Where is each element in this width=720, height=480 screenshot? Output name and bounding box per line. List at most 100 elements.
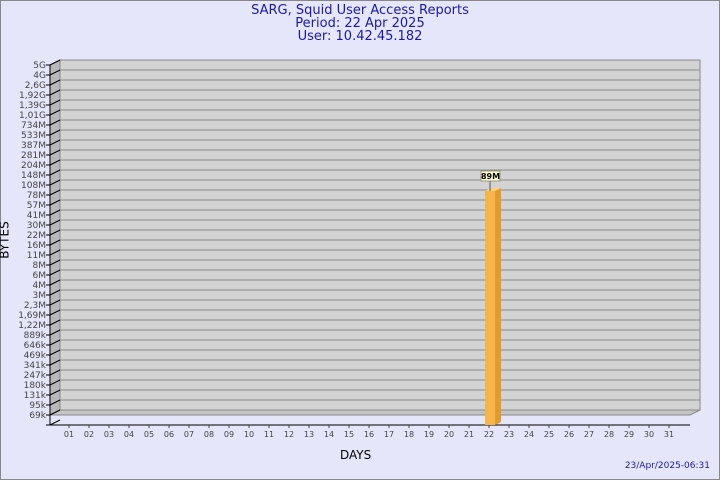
x-tick-label: 28 [604, 430, 614, 439]
y-tick-label: 889k [24, 331, 47, 341]
x-tick-label: 04 [124, 430, 134, 439]
y-tick-label: 180k [24, 381, 47, 391]
x-tick-label: 01 [64, 430, 74, 439]
y-tick-depth [49, 359, 61, 366]
y-tick-label: 2,6G [25, 81, 46, 91]
x-tick-label: 25 [544, 430, 554, 439]
y-tick-depth [49, 269, 61, 276]
y-tick-depth [49, 329, 61, 336]
x-tick-label: 06 [164, 430, 174, 439]
x-tick-label: 08 [204, 430, 214, 439]
y-tick-label: 247k [24, 371, 47, 381]
y-tick-depth [49, 289, 61, 296]
y-tick-label: 341k [24, 361, 47, 371]
y-tick-label: 469k [24, 351, 47, 361]
y-tick-depth [49, 409, 61, 416]
y-tick-label: 1,22M [18, 321, 46, 331]
axis-corner [49, 419, 61, 426]
y-tick-label: 57M [27, 201, 46, 211]
x-tick-label: 05 [144, 430, 154, 439]
x-tick-label: 14 [324, 430, 334, 439]
x-tick-label: 17 [384, 430, 394, 439]
y-tick-label: 148M [21, 171, 46, 181]
x-tick-label: 07 [184, 430, 194, 439]
y-tick-depth [49, 119, 61, 126]
y-tick-label: 8M [33, 261, 47, 271]
x-tick-label: 31 [664, 430, 674, 439]
y-tick-label: 2,3M [24, 301, 46, 311]
y-tick-depth [49, 249, 61, 256]
y-tick-label: 11M [27, 251, 46, 261]
y-tick-label: 4G [33, 71, 46, 81]
bar-front [485, 190, 495, 425]
y-tick-depth [49, 79, 61, 86]
x-tick-label: 13 [304, 430, 314, 439]
chart-user: User: 10.42.45.182 [297, 29, 423, 44]
chart-title: SARG, Squid User Access Reports [251, 3, 469, 18]
plot-back-wall [59, 59, 701, 411]
x-tick-label: 26 [564, 430, 574, 439]
x-tick-label: 12 [284, 430, 294, 439]
y-tick-depth [49, 169, 61, 176]
y-tick-label: 1,69M [18, 311, 46, 321]
y-tick-depth [49, 379, 61, 386]
x-tick-label: 03 [104, 430, 114, 439]
plot-floor [49, 409, 701, 416]
y-tick-label: 281M [21, 151, 46, 161]
y-tick-depth [49, 199, 61, 206]
y-tick-depth [49, 339, 61, 346]
generated-timestamp: 23/Apr/2025-06:31 [624, 461, 710, 471]
y-tick-depth [49, 149, 61, 156]
y-tick-label: 387M [21, 141, 46, 151]
y-tick-depth [49, 279, 61, 286]
bar-side [495, 187, 501, 425]
x-tick-label: 21 [464, 430, 474, 439]
y-tick-depth [49, 259, 61, 266]
plot-side-wall [49, 59, 61, 416]
y-tick-label: 1,92G [19, 91, 46, 101]
y-tick-label: 1,39G [19, 101, 46, 111]
y-tick-label: 6M [33, 271, 47, 281]
y-tick-label: 204M [21, 161, 46, 171]
y-tick-depth [49, 219, 61, 226]
y-tick-label: 41M [27, 211, 46, 221]
y-tick-depth [49, 319, 61, 326]
y-tick-label: 5G [33, 61, 46, 71]
x-tick-label: 09 [224, 430, 234, 439]
y-tick-depth [49, 309, 61, 316]
x-axis-label: DAYS [340, 448, 372, 462]
y-axis-label: BYTES [0, 221, 12, 259]
y-tick-label: 646k [24, 341, 47, 351]
x-tick-label: 15 [344, 430, 354, 439]
x-tick-label: 11 [264, 430, 274, 439]
y-tick-depth [49, 109, 61, 116]
x-tick-label: 02 [84, 430, 94, 439]
y-tick-label: 30M [27, 221, 46, 231]
y-tick-label: 1,01G [19, 111, 46, 121]
y-tick-label: 78M [27, 191, 46, 201]
y-tick-depth [49, 89, 61, 96]
y-tick-depth [49, 239, 61, 246]
y-tick-label: 4M [33, 281, 47, 291]
x-tick-label: 29 [624, 430, 634, 439]
x-tick-label: 18 [404, 430, 414, 439]
y-tick-label: 131k [24, 391, 47, 401]
y-tick-depth [49, 399, 61, 406]
y-tick-depth [49, 369, 61, 376]
y-tick-depth [49, 349, 61, 356]
y-tick-depth [49, 99, 61, 106]
x-tick-label: 20 [444, 430, 454, 439]
y-tick-label: 95k [29, 401, 46, 411]
y-tick-depth [49, 139, 61, 146]
y-tick-label: 108M [21, 181, 46, 191]
y-tick-depth [49, 389, 61, 396]
y-tick-depth [49, 179, 61, 186]
y-tick-label: 69k [29, 411, 46, 421]
y-tick-label: 734M [21, 121, 46, 131]
y-tick-label: 22M [27, 231, 46, 241]
y-tick-depth [49, 229, 61, 236]
x-tick-label: 19 [424, 430, 434, 439]
x-tick-label: 22 [484, 430, 494, 439]
x-tick-label: 10 [244, 430, 254, 439]
